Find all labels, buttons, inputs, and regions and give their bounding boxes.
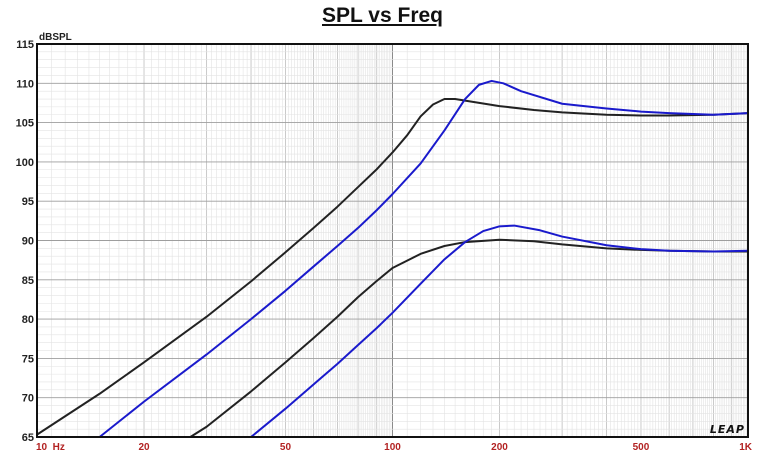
x-tick-label: 50 bbox=[280, 442, 292, 453]
x-tick-label: 10 Hz bbox=[36, 442, 65, 453]
x-tick-label: 500 bbox=[633, 442, 650, 453]
y-axis-ticks: 65 70 75 80 85 90 95 100 105 110 115 bbox=[16, 39, 34, 444]
y-tick-label: 90 bbox=[22, 236, 34, 248]
series-line-4 bbox=[250, 224, 749, 438]
leap-logo: LEAP bbox=[710, 423, 745, 436]
series-line-2 bbox=[98, 79, 749, 438]
y-tick-label: 75 bbox=[22, 353, 34, 365]
x-tick-label: 200 bbox=[491, 442, 508, 453]
y-axis-unit-label: dBSPL bbox=[39, 32, 72, 43]
y-tick-label: 105 bbox=[16, 118, 34, 130]
y-tick-label: 100 bbox=[16, 157, 34, 169]
series-line-3 bbox=[189, 238, 749, 438]
y-tick-label: 85 bbox=[22, 275, 34, 287]
x-tick-label: 1K bbox=[739, 442, 753, 453]
grid bbox=[36, 43, 748, 438]
x-axis-ticks: 10 Hz 20 50 100 200 500 1K bbox=[36, 442, 753, 453]
plot-frame bbox=[36, 43, 749, 438]
y-tick-label: 95 bbox=[22, 196, 34, 208]
x-tick-label: 20 bbox=[138, 442, 150, 453]
y-tick-label: 115 bbox=[16, 39, 34, 51]
y-tick-label: 70 bbox=[22, 393, 34, 405]
y-tick-label: 110 bbox=[16, 78, 34, 90]
series-line-1 bbox=[36, 98, 749, 436]
x-tick-label: 100 bbox=[384, 442, 401, 453]
series-layer bbox=[36, 79, 749, 438]
chart-title: SPL vs Freq bbox=[322, 4, 443, 27]
y-tick-label: 65 bbox=[22, 432, 34, 444]
y-tick-label: 80 bbox=[22, 314, 34, 326]
